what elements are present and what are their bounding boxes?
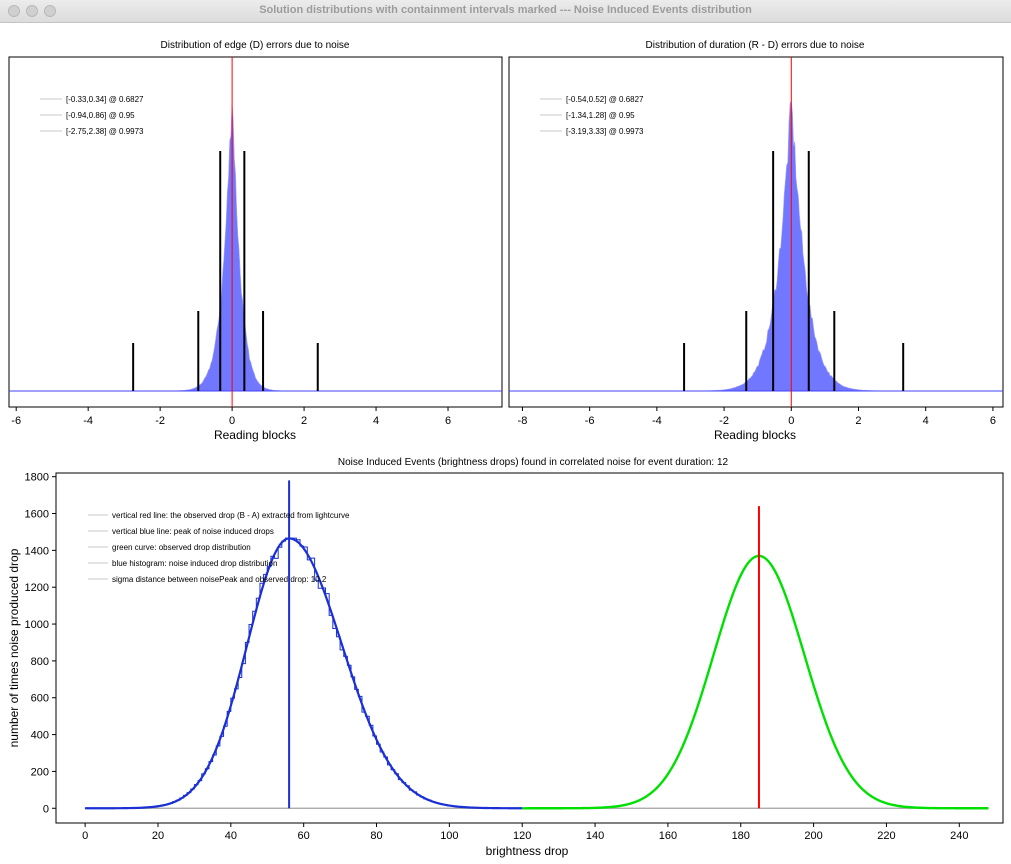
minimize-window-button[interactable] bbox=[26, 5, 38, 17]
noise-x-tick-label: 40 bbox=[225, 830, 237, 842]
edge-x-tick-label: -2 bbox=[155, 415, 165, 427]
edge-plot-frame bbox=[8, 56, 503, 408]
edge-legend-3: [-2.75,2.38] @ 0.9973 bbox=[66, 127, 144, 136]
noise-legend-5: sigma distance between noisePeak and obs… bbox=[112, 575, 327, 584]
noise-y-tick-label: 800 bbox=[31, 656, 49, 668]
duration-error-chart: Distribution of duration (R - D) errors … bbox=[508, 40, 1004, 442]
noise-y-tick-label: 1800 bbox=[25, 472, 49, 484]
duration-x-tick-label: -8 bbox=[518, 415, 528, 427]
noise-x-tick-label: 20 bbox=[152, 830, 164, 842]
noise-chart-title: Noise Induced Events (brightness drops) … bbox=[338, 457, 729, 468]
edge-error-chart: Distribution of edge (D) errors due to n… bbox=[8, 40, 503, 442]
noise-legend-1: vertical red line: the observed drop (B … bbox=[112, 511, 350, 520]
edge-x-tick-label: -6 bbox=[11, 415, 21, 427]
noise-x-tick-label: 120 bbox=[513, 830, 531, 842]
edge-chart-title: Distribution of edge (D) errors due to n… bbox=[161, 40, 350, 51]
duration-legend-1: [-0.54,0.52] @ 0.6827 bbox=[566, 95, 644, 104]
noise-x-tick-label: 0 bbox=[82, 830, 88, 842]
noise-y-tick-label: 600 bbox=[31, 693, 49, 705]
duration-x-tick-label: -6 bbox=[585, 415, 595, 427]
edge-x-tick-label: 6 bbox=[445, 415, 451, 427]
noise-legend: vertical red line: the observed drop (B … bbox=[88, 511, 350, 584]
noise-y-axis-label: number of times noise produced drop bbox=[7, 548, 21, 747]
noise-y-tick-label: 1400 bbox=[25, 545, 49, 557]
duration-x-tick-label: 0 bbox=[788, 415, 794, 427]
noise-x-tick-label: 140 bbox=[586, 830, 604, 842]
edge-x-tick-label: 4 bbox=[373, 415, 379, 427]
edge-x-tick-label: -4 bbox=[83, 415, 93, 427]
noise-legend-4: blue histogram: noise induced drop distr… bbox=[112, 559, 277, 568]
edge-x-tick-label: 0 bbox=[229, 415, 235, 427]
duration-legend: [-0.54,0.52] @ 0.6827 [-1.34,1.28] @ 0.9… bbox=[540, 95, 644, 136]
observed-drop-curve bbox=[522, 554, 989, 810]
noise-y-tick-label: 1200 bbox=[25, 582, 49, 594]
window-titlebar: Solution distributions with containment … bbox=[0, 0, 1011, 23]
duration-x-tick-label: 2 bbox=[855, 415, 861, 427]
noise-x-tick-label: 60 bbox=[298, 830, 310, 842]
noise-y-tick-label: 200 bbox=[31, 766, 49, 778]
duration-x-tick-label: 4 bbox=[923, 415, 929, 427]
window-title: Solution distributions with containment … bbox=[259, 4, 752, 16]
edge-legend-1: [-0.33,0.34] @ 0.6827 bbox=[66, 95, 144, 104]
noise-x-tick-label: 220 bbox=[877, 830, 895, 842]
noise-legend-2: vertical blue line: peak of noise induce… bbox=[112, 527, 274, 536]
edge-x-tick-label: 2 bbox=[301, 415, 307, 427]
noise-fit-curve bbox=[85, 537, 523, 810]
noise-x-tick-label: 160 bbox=[659, 830, 677, 842]
duration-chart-title: Distribution of duration (R - D) errors … bbox=[646, 40, 865, 51]
noise-y-tick-label: 1000 bbox=[25, 619, 49, 631]
noise-x-axis-label: brightness drop bbox=[486, 844, 569, 858]
noise-x-tick-label: 240 bbox=[950, 830, 968, 842]
noise-x-tick-label: 100 bbox=[440, 830, 458, 842]
noise-plot-frame bbox=[55, 472, 1004, 824]
edge-x-axis-label: Reading blocks bbox=[214, 428, 296, 442]
duration-plot-frame bbox=[508, 56, 1004, 408]
close-window-button[interactable] bbox=[8, 5, 20, 17]
edge-legend: [-0.33,0.34] @ 0.6827 [-0.94,0.86] @ 0.9… bbox=[40, 95, 144, 136]
duration-x-tick-label: -2 bbox=[719, 415, 729, 427]
duration-legend-3: [-3.19,3.33] @ 0.9973 bbox=[566, 127, 644, 136]
duration-legend-2: [-1.34,1.28] @ 0.95 bbox=[566, 111, 635, 120]
noise-x-tick-label: 180 bbox=[732, 830, 750, 842]
noise-legend-3: green curve: observed drop distribution bbox=[112, 543, 251, 552]
noise-events-chart: Noise Induced Events (brightness drops) … bbox=[7, 457, 1004, 858]
duration-x-axis-label: Reading blocks bbox=[714, 428, 796, 442]
noise-y-tick-label: 400 bbox=[31, 730, 49, 742]
zoom-window-button[interactable] bbox=[44, 5, 56, 17]
duration-x-tick-label: -4 bbox=[652, 415, 662, 427]
noise-x-tick-label: 80 bbox=[370, 830, 382, 842]
duration-x-tick-label: 6 bbox=[990, 415, 996, 427]
noise-y-tick-label: 0 bbox=[43, 803, 49, 815]
noise-x-tick-label: 200 bbox=[804, 830, 822, 842]
noise-y-tick-label: 1600 bbox=[25, 509, 49, 521]
edge-legend-2: [-0.94,0.86] @ 0.95 bbox=[66, 111, 135, 120]
